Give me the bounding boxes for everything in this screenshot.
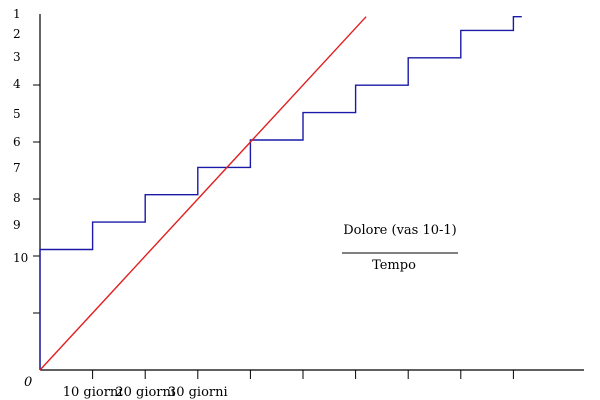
origin-label: 0 — [24, 375, 32, 390]
y-ticks — [33, 84, 40, 314]
y-tick-label: 6 — [13, 135, 21, 149]
x-tick-label: 10 giorni — [63, 385, 123, 400]
y-tick-label: 4 — [13, 77, 21, 91]
x-tick-label: 20 giorni — [115, 385, 175, 400]
y-tick-label: 8 — [13, 191, 21, 205]
x-ticks — [92, 370, 514, 379]
legend-denominator: Tempo — [372, 258, 416, 273]
diagonal-series-line — [39, 16, 367, 371]
series-layer — [39, 16, 522, 371]
y-tick-label: 7 — [13, 161, 21, 175]
y-tick-label: 10 — [13, 251, 28, 265]
axes — [39, 14, 584, 371]
y-tick-label: 2 — [13, 27, 21, 41]
y-tick-label: 5 — [13, 107, 21, 121]
y-tick-label: 3 — [13, 50, 21, 64]
legend: Dolore (vas 10-1) Tempo — [342, 223, 458, 273]
y-tick-label: 1 — [13, 7, 21, 21]
legend-numerator: Dolore (vas 10-1) — [343, 223, 457, 238]
x-tick-label: 30 giorni — [168, 385, 228, 400]
y-tick-label: 9 — [13, 218, 21, 232]
step-series-line — [39, 16, 522, 370]
y-labels: 1 2 3 4 5 6 7 8 9 10 — [13, 7, 28, 265]
